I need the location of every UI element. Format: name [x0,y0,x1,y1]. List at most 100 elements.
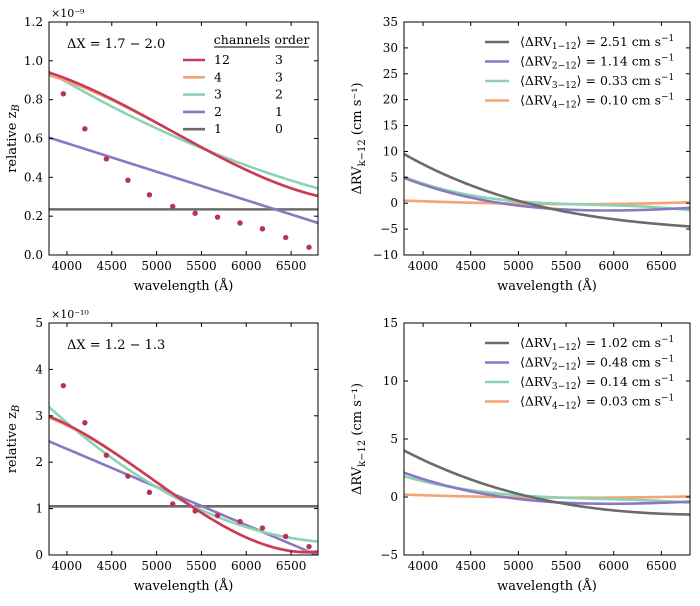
y-axis-label-subscript: B [11,405,22,413]
x-axis-label: wavelength (Å) [497,278,597,294]
y-axis-label: relative zB [5,104,22,173]
y-axis-label-text: relative z [5,412,20,473]
legend-order-value: 3 [275,52,283,67]
legend-entry-part: ⟨ΔRV [520,394,553,409]
data-point [259,525,266,531]
legend-entry-part: −1 [661,374,674,384]
y-axis-label: ΔRVk−12 (cm s⁻¹) [350,82,368,194]
legend-entry: ⟨ΔRV4−12⟩ = 0.10 cm s−1 [520,93,674,111]
y-tick-label: 0.8 [24,93,43,107]
legend-channels-value: 3 [214,87,222,102]
data-point [306,543,312,550]
panel-bottom-left: 4000 4500 5000 5500 6000 6500 0 1 2 3 4 5 wavelength… [5,308,319,594]
data-point [60,382,67,389]
legend-entry-part: ⟩ = 0.48 cm s [577,355,661,370]
series-group [49,382,318,555]
y-tick-label: 30 [383,41,398,55]
data-point [103,156,110,162]
legend-entry-part: ⟨ΔRV [520,54,553,69]
data-point [82,126,88,132]
series-line-12 [49,71,318,198]
y-tick-label: 0.4 [24,170,43,184]
x-tick-label: 4500 [96,559,127,573]
series-group [49,70,318,250]
y-tick-label: 25 [383,67,398,81]
data-point [214,214,221,220]
legend-entry-part: ⟩ = 0.14 cm s [577,374,661,389]
data-point [192,210,198,216]
x-tick-label: 4000 [52,559,83,573]
legend-entry-part: −1 [661,93,674,103]
data-point [237,518,243,525]
y-tick-label: 1 [35,502,43,516]
series-group [404,152,690,228]
legend-entry-part: ⟨ΔRV [520,93,553,108]
y-tick-label: 10 [383,374,398,388]
legend-entry-part: ⟩ = 0.03 cm s [577,394,661,409]
legend-entry-part: 2−12 [552,62,577,72]
y-axis-label-text: (cm s⁻¹) [350,82,365,139]
x-tick-label: 5000 [503,259,534,273]
x-axis-label: wavelength (Å) [134,278,234,294]
legend-entry-part: 4−12 [552,402,577,412]
x-tick-label: 6000 [598,259,629,273]
y-tick-label: −10 [373,248,398,262]
data-point [103,452,110,458]
y-axis-label-text: ΔRV [350,466,365,495]
axes-frame [48,322,319,556]
y-tick-label: 5 [390,170,398,184]
data-point [237,220,243,226]
legend-entry-part: 1−12 [552,343,577,353]
series-line-3 [49,70,318,190]
legend-entry-part: 1−12 [552,42,577,52]
legend-entry-part: −1 [661,335,674,345]
series-line-1−12 [404,152,690,228]
y-tick-label: 5 [35,316,43,330]
legend-channels-value: 4 [214,69,222,84]
x-tick-label: 4000 [52,259,83,273]
legend-channels-value: 12 [214,52,230,67]
legend-entry-part: ⟨ΔRV [520,355,553,370]
data-point [170,501,176,507]
axes-frame [403,21,691,256]
y-tick-label: 0 [35,548,43,562]
y-tick-label: 0.6 [24,132,43,146]
legend-order-value: 1 [275,104,283,119]
y-axis-label-text: relative z [5,111,20,172]
y-tick-label: 2 [35,455,43,469]
series-line-3−12 [404,175,690,212]
legend-entry-part: 3−12 [552,382,577,392]
legend-entry-part: 2−12 [552,363,577,373]
x-tick-label: 5500 [186,259,217,273]
y-tick-label: 0.0 [24,248,43,262]
y-tick-label: 0 [390,490,398,504]
x-tick-label: 5500 [551,559,582,573]
x-tick-label: 4000 [408,259,439,273]
x-tick-label: 4000 [408,559,439,573]
legend-entry: ⟨ΔRV2−12⟩ = 0.48 cm s−1 [520,355,674,373]
x-tick-label: 5000 [141,259,172,273]
panel-top-right: 4000 4500 5000 5500 6000 6500 −10 −5 0 5 10 15 20 25 3… [350,15,691,294]
x-tick-label: 5500 [186,559,217,573]
y-tick-label: −5 [380,222,398,236]
y-tick-label: 10 [383,144,398,158]
legend-entry-part: ⟨ΔRV [520,34,553,49]
y-tick-label: −5 [380,548,398,562]
x-tick-label: 4500 [455,559,486,573]
legend-entry-part: ⟨ΔRV [520,73,553,88]
x-tick-label: 6500 [276,559,307,573]
legend-channels-value: 1 [214,121,222,136]
legend-entry-part: 3−12 [552,81,577,91]
y-tick-label: 5 [390,432,398,446]
y-tick-label: 1.0 [24,54,43,68]
y-multiplier: ×10⁻¹⁰ [51,308,89,321]
data-point [146,192,153,198]
x-tick-label: 4500 [96,259,127,273]
legend-order-value: 3 [275,69,283,84]
series-line-order-3 [49,414,318,554]
y-axis-label-text: ΔRV [350,166,365,195]
y-tick-label: 4 [35,362,43,376]
x-tick-label: 5500 [551,259,582,273]
series-line-1−12 [404,449,690,516]
